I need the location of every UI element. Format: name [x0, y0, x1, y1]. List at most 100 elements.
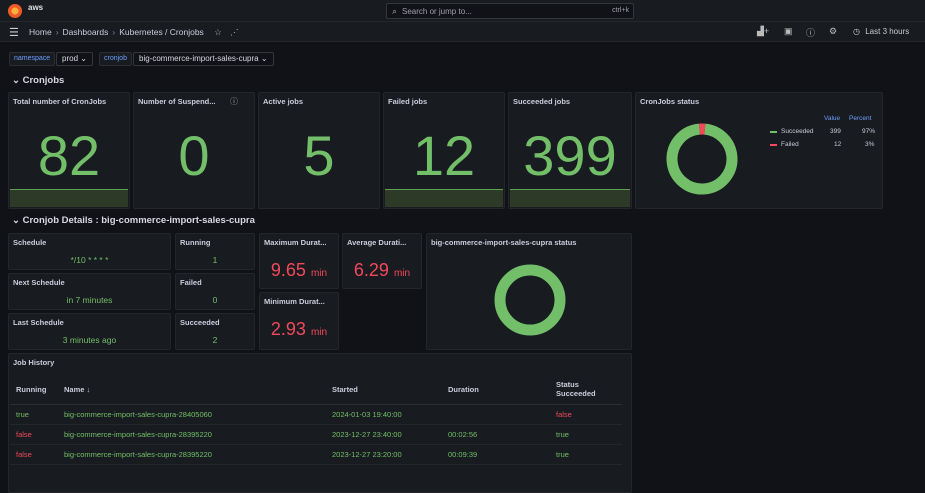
- cell-name: big-commerce-import-sales-cupra-28405060: [58, 404, 326, 425]
- chevron-down-icon: ⌄: [12, 75, 20, 86]
- column-header-started[interactable]: Started: [326, 375, 442, 405]
- search-shortcut: ctrl+k: [612, 7, 629, 14]
- panel-title: Succeeded jobs: [513, 97, 571, 106]
- legend-percent: 3%: [865, 141, 875, 148]
- column-header-name[interactable]: Name ↓: [58, 375, 326, 405]
- panel-suspended[interactable]: Number of Suspend... ⓘ 0: [133, 92, 255, 209]
- menu-icon[interactable]: ☰: [9, 27, 19, 39]
- donut-slice-succeeded: [666, 123, 738, 195]
- table-row[interactable]: false big-commerce-import-sales-cupra-28…: [10, 424, 622, 445]
- namespace-value: prod: [62, 54, 79, 63]
- panel-running[interactable]: Running 1: [175, 233, 255, 270]
- panel-failed-jobs[interactable]: Failed jobs 12: [383, 92, 505, 209]
- cronjobs-status-donut: [666, 123, 738, 195]
- variable-label-cronjob: cronjob: [99, 52, 132, 66]
- cell-duration: [442, 404, 550, 425]
- variable-label-namespace: namespace: [9, 52, 56, 66]
- row-cronjob-details[interactable]: ⌄ Cronjob Details : big-commerce-import-…: [12, 215, 255, 226]
- panel-min-duration[interactable]: Minimum Durat... 2.93 min: [259, 292, 339, 350]
- cell-running: false: [10, 444, 58, 465]
- panel-title: Failed: [180, 278, 202, 287]
- panel-title: Job History: [13, 358, 55, 367]
- share-icon[interactable]: ⋰: [230, 27, 239, 37]
- top-bar: aws ⌕ Search or jump to... ctrl+k: [0, 0, 925, 22]
- column-label: Name: [64, 384, 85, 394]
- column-header-status[interactable]: Status Succeeded: [550, 375, 622, 405]
- cronjob-value: big-commerce-import-sales-cupra: [139, 54, 259, 63]
- info-icon[interactable]: ⓘ: [230, 97, 238, 106]
- panel-succeeded[interactable]: Succeeded 2: [175, 313, 255, 350]
- cell-status: false: [550, 404, 622, 425]
- chevron-down-icon: ⌄: [12, 215, 20, 226]
- breadcrumb-dashboards[interactable]: Dashboards: [62, 27, 109, 37]
- search-input[interactable]: ⌕ Search or jump to... ctrl+k: [386, 3, 634, 19]
- stat-value: 2.93 min: [260, 319, 338, 340]
- search-icon: ⌕: [392, 6, 398, 16]
- breadcrumb-home[interactable]: Home: [29, 27, 52, 37]
- max-duration-value: 9.65: [270, 260, 306, 280]
- aws-logo: aws: [28, 3, 44, 12]
- star-icon[interactable]: ☆: [214, 27, 222, 37]
- variable-select-cronjob[interactable]: big-commerce-import-sales-cupra ⌄: [133, 52, 274, 66]
- cell-duration: 00:02:56: [442, 424, 550, 445]
- stat-value: 2: [212, 335, 218, 345]
- legend-header-percent[interactable]: Percent: [849, 115, 872, 122]
- variable-select-namespace[interactable]: prod ⌄: [56, 52, 93, 66]
- add-panel-icon[interactable]: ▟+: [757, 26, 770, 36]
- breadcrumb: Home › Dashboards › Kubernetes / Cronjobs ☆ …: [29, 27, 239, 38]
- breadcrumb-current: Kubernetes / Cronjobs: [119, 27, 204, 37]
- stat-value: 9.65 min: [260, 260, 338, 281]
- grafana-logo-icon[interactable]: [8, 4, 22, 18]
- column-header-duration[interactable]: Duration: [442, 375, 550, 405]
- table-row[interactable]: true big-commerce-import-sales-cupra-284…: [10, 404, 622, 425]
- stat-value: 12: [412, 124, 476, 187]
- panel-next-schedule[interactable]: Next Schedule in 7 minutes: [8, 273, 171, 310]
- avg-duration-value: 6.29: [353, 260, 389, 280]
- stat-value: 3 minutes ago: [62, 335, 117, 345]
- panel-active-jobs[interactable]: Active jobs 5: [258, 92, 380, 209]
- cell-duration: 00:09:39: [442, 444, 550, 465]
- panel-max-duration[interactable]: Maximum Durat... 9.65 min: [259, 233, 339, 289]
- panel-title: Total number of CronJobs: [13, 97, 107, 106]
- cell-started: 2023-12-27 23:40:00: [326, 424, 442, 445]
- panel-cronjobs-status[interactable]: CronJobs status Value Percent Succeeded …: [635, 92, 883, 209]
- panel-failed[interactable]: Failed 0: [175, 273, 255, 310]
- legend-header-value[interactable]: Value: [824, 115, 841, 122]
- sparkline: [385, 189, 503, 207]
- panel-job-status[interactable]: big-commerce-import-sales-cupra status: [426, 233, 632, 350]
- column-header-running[interactable]: Running: [10, 375, 58, 405]
- panel-title: Succeeded: [180, 318, 220, 327]
- save-icon[interactable]: ▣: [784, 26, 793, 36]
- unit: min: [393, 268, 411, 279]
- legend-label: Failed: [781, 141, 799, 148]
- time-range-label: Last 3 hours: [865, 27, 910, 36]
- panel-last-schedule[interactable]: Last Schedule 3 minutes ago: [8, 313, 171, 350]
- panel-title: Maximum Durat...: [264, 238, 327, 247]
- chevron-right-icon: ›: [112, 27, 116, 37]
- panel-avg-duration[interactable]: Average Durati... 6.29 min: [342, 233, 422, 289]
- row-cronjobs[interactable]: ⌄ Cronjobs: [12, 75, 64, 86]
- legend-item-failed[interactable]: Failed 12 3%: [768, 141, 878, 154]
- time-picker[interactable]: ◷ Last 3 hours: [853, 27, 909, 36]
- chevron-down-icon: ⌄: [80, 54, 87, 63]
- panel-succeeded-jobs[interactable]: Succeeded jobs 399: [508, 92, 632, 209]
- row-cronjobs-label: Cronjobs: [22, 75, 65, 86]
- legend-swatch: [770, 131, 777, 133]
- panel-title: Failed jobs: [388, 97, 428, 106]
- legend-label: Succeeded: [781, 128, 814, 135]
- panel-title: Number of Suspend...: [138, 97, 216, 106]
- cell-status: true: [550, 444, 622, 465]
- stat-value: 5: [303, 124, 335, 187]
- sparkline: [510, 189, 630, 207]
- chevron-down-icon: ⌄: [260, 54, 268, 63]
- table-row[interactable]: false big-commerce-import-sales-cupra-28…: [10, 444, 622, 465]
- legend-item-succeeded[interactable]: Succeeded 399 97%: [768, 128, 878, 141]
- legend-swatch: [770, 144, 777, 146]
- cell-running: false: [10, 424, 58, 445]
- gear-icon[interactable]: ⚙: [829, 26, 838, 36]
- panel-schedule[interactable]: Schedule */10 * * * *: [8, 233, 171, 270]
- panel-total-cronjobs[interactable]: Total number of CronJobs 82: [8, 92, 130, 209]
- sparkline: [10, 189, 128, 207]
- stat-value: 82: [37, 124, 101, 187]
- info-icon[interactable]: ⓘ: [806, 28, 816, 38]
